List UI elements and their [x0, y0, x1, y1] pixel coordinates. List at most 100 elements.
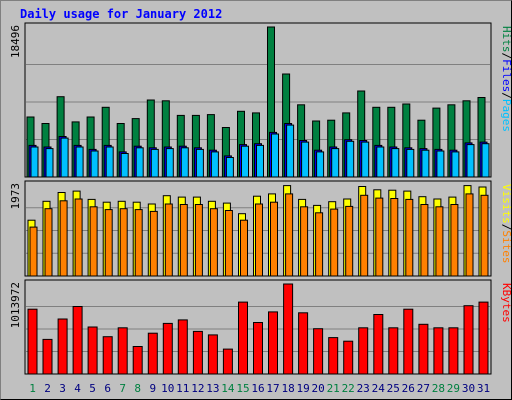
- bar-sites: [179, 204, 188, 277]
- day-label: 14: [221, 382, 235, 395]
- bar-pages: [241, 145, 249, 178]
- bar-sites: [315, 212, 324, 277]
- legend-entry-files: Files: [500, 59, 512, 92]
- bar-pages: [316, 151, 325, 178]
- bar-sites: [149, 210, 158, 277]
- bar-sites: [119, 208, 128, 277]
- bar-pages: [271, 133, 279, 178]
- bar-sites: [29, 226, 38, 277]
- bar-pages: [436, 150, 445, 178]
- legend: Visits/Sites: [500, 184, 512, 264]
- bar-kbytes: [358, 327, 369, 375]
- bar-pages: [391, 148, 400, 178]
- bar-kbytes: [253, 322, 263, 375]
- bar-sites: [74, 198, 83, 277]
- bar-sites: [465, 193, 474, 277]
- bar-pages: [451, 151, 460, 178]
- bar-kbytes: [42, 338, 53, 375]
- bar-kbytes: [373, 314, 384, 375]
- bar-pages: [421, 149, 430, 178]
- bar-sites: [330, 208, 339, 277]
- bar-kbytes: [343, 340, 354, 375]
- panel-visits-sites: 1973 Visits/Sites: [9, 180, 512, 277]
- day-label: 3: [59, 382, 66, 395]
- bar-kbytes: [222, 348, 233, 375]
- bar-sites: [194, 204, 203, 277]
- legend-entry-pages: Pages: [500, 99, 512, 132]
- bar-pages: [256, 144, 264, 178]
- bar-kbytes: [298, 312, 309, 375]
- legend-separator: /: [500, 53, 512, 60]
- day-label: 29: [447, 382, 460, 395]
- chart-title: Daily usage for January 2012: [20, 7, 222, 21]
- bar-sites: [420, 204, 429, 277]
- bar-kbytes: [132, 346, 143, 375]
- bar-pages: [30, 146, 39, 178]
- bar-pages: [150, 148, 159, 178]
- bar-kbytes: [403, 308, 414, 375]
- bar-sites: [89, 206, 98, 277]
- bar-sites: [480, 194, 489, 277]
- day-label: 18: [281, 382, 294, 395]
- bar-sites: [375, 197, 384, 277]
- bar-kbytes: [177, 319, 188, 375]
- day-label: 16: [251, 382, 264, 395]
- bar-sites: [435, 206, 444, 277]
- day-label: 6: [104, 382, 111, 395]
- bar-sites: [240, 219, 248, 277]
- legend: Hits/Files/Pages: [500, 26, 512, 132]
- bar-kbytes: [313, 328, 324, 375]
- day-label: 31: [477, 382, 490, 395]
- bar-kbytes: [207, 334, 218, 375]
- bar-pages: [225, 157, 234, 178]
- bar-pages: [135, 147, 144, 178]
- bar-pages: [286, 124, 295, 178]
- legend: KBytes: [500, 283, 512, 323]
- day-label: 8: [134, 382, 141, 395]
- bar-sites: [255, 203, 263, 277]
- bar-sites: [390, 198, 399, 277]
- bar-kbytes: [418, 323, 429, 375]
- panel-hits-files-pages: 18496 Hits/Files/Pages: [9, 22, 512, 178]
- bar-sites: [134, 209, 143, 277]
- panel-max-label: 18496: [9, 25, 22, 58]
- day-label: 1: [29, 382, 36, 395]
- bar-kbytes: [433, 327, 444, 375]
- day-label: 23: [357, 382, 370, 395]
- bar-pages: [331, 148, 340, 178]
- bar-pages: [90, 150, 99, 178]
- day-label: 11: [176, 382, 189, 395]
- bar-kbytes: [57, 318, 68, 375]
- bar-sites: [450, 204, 459, 277]
- day-label: 28: [432, 382, 445, 395]
- day-label: 2: [44, 382, 51, 395]
- bar-pages: [301, 141, 310, 178]
- bar-kbytes: [238, 301, 248, 375]
- day-label: 5: [89, 382, 96, 395]
- day-label: 22: [342, 382, 355, 395]
- bar-sites: [164, 203, 173, 277]
- bar-kbytes: [388, 327, 399, 375]
- bar-pages: [75, 146, 84, 178]
- bar-sites: [300, 206, 309, 277]
- bar-kbytes: [147, 332, 158, 375]
- bar-pages: [406, 148, 415, 178]
- bar-kbytes: [72, 306, 83, 375]
- day-label: 7: [119, 382, 126, 395]
- bar-pages: [466, 144, 475, 178]
- bar-kbytes: [448, 327, 459, 375]
- bar-kbytes: [463, 305, 474, 375]
- panel-kbytes: 1013972 KBytes: [9, 279, 512, 375]
- bar-sites: [104, 209, 113, 277]
- day-label: 21: [327, 382, 340, 395]
- bar-sites: [270, 201, 278, 277]
- legend-entry-sites: Sites: [500, 230, 512, 263]
- day-label: 24: [372, 382, 386, 395]
- day-label: 30: [462, 382, 475, 395]
- panel-max-label: 1013972: [9, 282, 22, 328]
- bar-sites: [285, 193, 294, 277]
- bar-kbytes: [478, 301, 489, 375]
- bar-pages: [210, 151, 219, 178]
- day-label: 19: [296, 382, 309, 395]
